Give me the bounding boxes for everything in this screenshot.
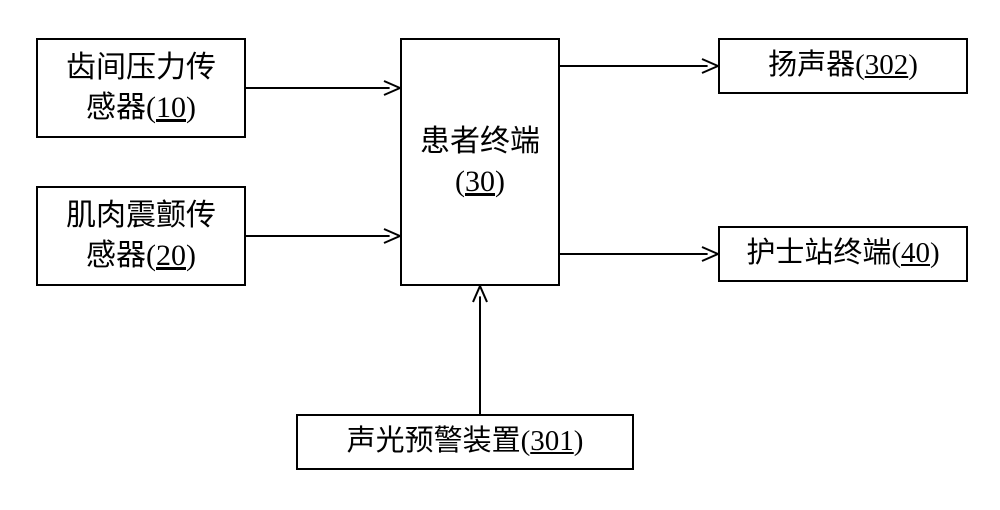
node-speaker: 扬声器(302) xyxy=(718,38,968,94)
ref-301: 301 xyxy=(530,425,574,457)
node-patient-terminal-line1: 患者终端 xyxy=(420,122,540,163)
node-sensor-pressure-line1: 齿间压力传 xyxy=(66,48,216,89)
ref-40: 40 xyxy=(901,237,930,269)
text-fragment: 声光预警装置( xyxy=(347,425,531,457)
node-sensor-pressure-line2: 感器(10) xyxy=(86,88,196,129)
node-sensor-tremor: 肌肉震颤传 感器(20) xyxy=(36,186,246,286)
ref-20: 20 xyxy=(156,239,186,272)
node-alert-device-label: 声光预警装置(301) xyxy=(347,422,584,461)
node-sensor-tremor-line2: 感器(20) xyxy=(86,236,196,277)
node-patient-terminal: 患者终端 (30) xyxy=(400,38,560,286)
text-fragment: 感器( xyxy=(86,239,156,272)
ref-302: 302 xyxy=(865,49,909,81)
ref-10: 10 xyxy=(156,91,186,124)
node-patient-terminal-line2: (30) xyxy=(455,162,505,203)
text-fragment: ) xyxy=(186,239,196,272)
node-alert-device: 声光预警装置(301) xyxy=(296,414,634,470)
text-fragment: ) xyxy=(495,165,505,198)
text-fragment: ) xyxy=(930,237,940,269)
text-fragment: 扬声器( xyxy=(768,49,865,81)
text-fragment: ) xyxy=(908,49,918,81)
ref-30: 30 xyxy=(465,165,495,198)
text-fragment: ) xyxy=(186,91,196,124)
node-nurse-terminal-label: 护士站终端(40) xyxy=(746,234,939,273)
node-nurse-terminal: 护士站终端(40) xyxy=(718,226,968,282)
text-fragment: 感器( xyxy=(86,91,156,124)
text-fragment: 护士站终端( xyxy=(746,237,901,269)
text-fragment: ( xyxy=(455,165,465,198)
node-sensor-pressure: 齿间压力传 感器(10) xyxy=(36,38,246,138)
text-fragment: ) xyxy=(574,425,584,457)
node-speaker-label: 扬声器(302) xyxy=(768,46,918,85)
node-sensor-tremor-line1: 肌肉震颤传 xyxy=(66,196,216,237)
